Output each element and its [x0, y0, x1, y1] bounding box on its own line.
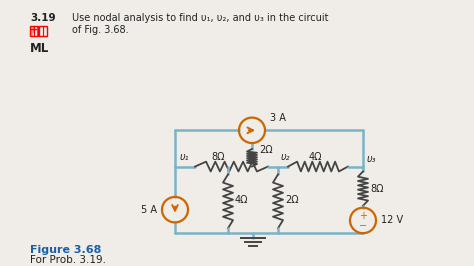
Text: +: + — [30, 26, 38, 35]
Text: υ₁: υ₁ — [180, 152, 190, 162]
Text: Use nodal analysis to find υ₁, υ₂, and υ₃ in the circuit: Use nodal analysis to find υ₁, υ₂, and υ… — [72, 13, 328, 23]
Text: For Prob. 3.19.: For Prob. 3.19. — [30, 255, 106, 265]
Text: υ₃: υ₃ — [367, 154, 376, 164]
Text: 4Ω: 4Ω — [235, 195, 248, 205]
Text: 8Ω: 8Ω — [212, 152, 225, 162]
Text: −: − — [359, 221, 367, 231]
Text: 3.19: 3.19 — [30, 13, 55, 23]
Text: υ₂: υ₂ — [281, 152, 291, 162]
Text: 8Ω: 8Ω — [370, 184, 383, 194]
Text: 2Ω: 2Ω — [285, 195, 299, 205]
Text: 3 A: 3 A — [270, 113, 286, 123]
Text: 4Ω: 4Ω — [309, 152, 322, 162]
Text: Figure 3.68: Figure 3.68 — [30, 245, 101, 255]
Text: ⬛: ⬛ — [30, 26, 37, 39]
Text: 5 A: 5 A — [141, 205, 157, 215]
Text: of Fig. 3.68.: of Fig. 3.68. — [72, 26, 128, 35]
Text: 2Ω: 2Ω — [259, 145, 273, 155]
Text: +: + — [359, 211, 367, 221]
Text: ML: ML — [30, 42, 49, 55]
Text: 12 V: 12 V — [381, 215, 403, 226]
